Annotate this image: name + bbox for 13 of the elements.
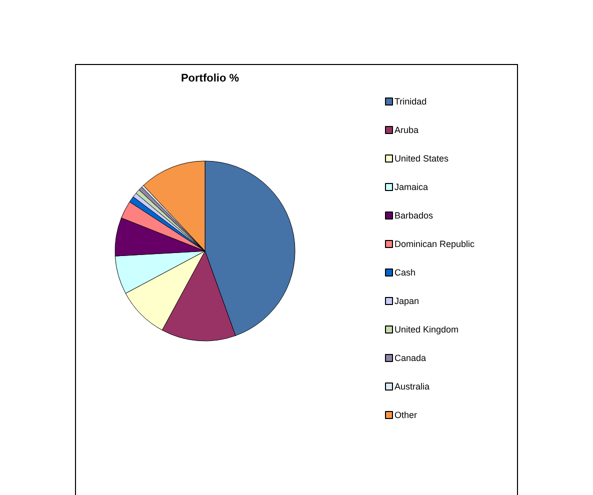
legend-label: Australia [394, 382, 430, 392]
legend-label: Canada [394, 353, 426, 363]
legend-label: Dominican Republic [394, 239, 476, 249]
legend-label: Japan [394, 296, 420, 306]
legend-label: Cash [394, 268, 416, 278]
legend-label: Other [394, 410, 418, 420]
legend-label: United Kingdom [394, 324, 459, 334]
legend-label: United States [394, 154, 450, 164]
legend-label: Aruba [394, 125, 419, 135]
chart-title: Portfolio % [180, 72, 240, 84]
legend-label: Trinidad [394, 96, 427, 106]
legend-label: Jamaica [394, 182, 428, 192]
legend-label: Barbados [394, 210, 434, 220]
